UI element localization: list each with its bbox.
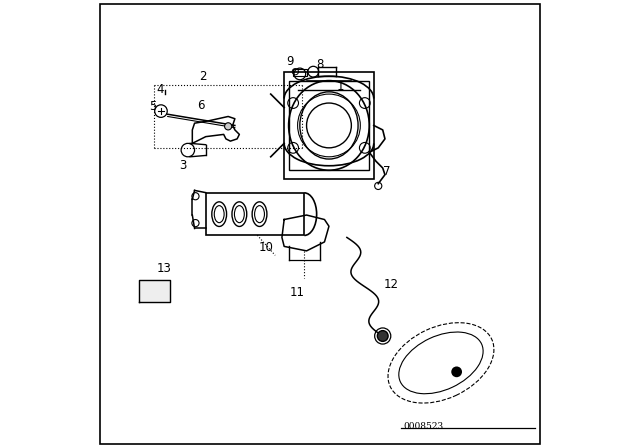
Text: 1: 1 — [337, 79, 344, 93]
Circle shape — [378, 331, 388, 341]
Bar — [284, 72, 374, 179]
Circle shape — [225, 123, 232, 130]
Text: 3: 3 — [179, 159, 187, 172]
Text: 6: 6 — [196, 99, 204, 112]
Polygon shape — [139, 280, 170, 302]
Text: 7: 7 — [383, 164, 390, 178]
Text: 8: 8 — [316, 58, 324, 71]
Text: 2: 2 — [199, 69, 206, 83]
Circle shape — [451, 366, 462, 377]
Bar — [289, 81, 369, 170]
Text: 4: 4 — [156, 83, 164, 96]
Text: 11: 11 — [290, 285, 305, 299]
Bar — [206, 193, 305, 235]
Text: 13: 13 — [157, 262, 172, 276]
Text: 9: 9 — [286, 55, 293, 69]
Bar — [293, 69, 307, 76]
Text: 0008523: 0008523 — [403, 422, 443, 431]
Text: 5: 5 — [149, 100, 157, 113]
Text: 10: 10 — [259, 241, 274, 254]
Text: 12: 12 — [383, 278, 398, 291]
